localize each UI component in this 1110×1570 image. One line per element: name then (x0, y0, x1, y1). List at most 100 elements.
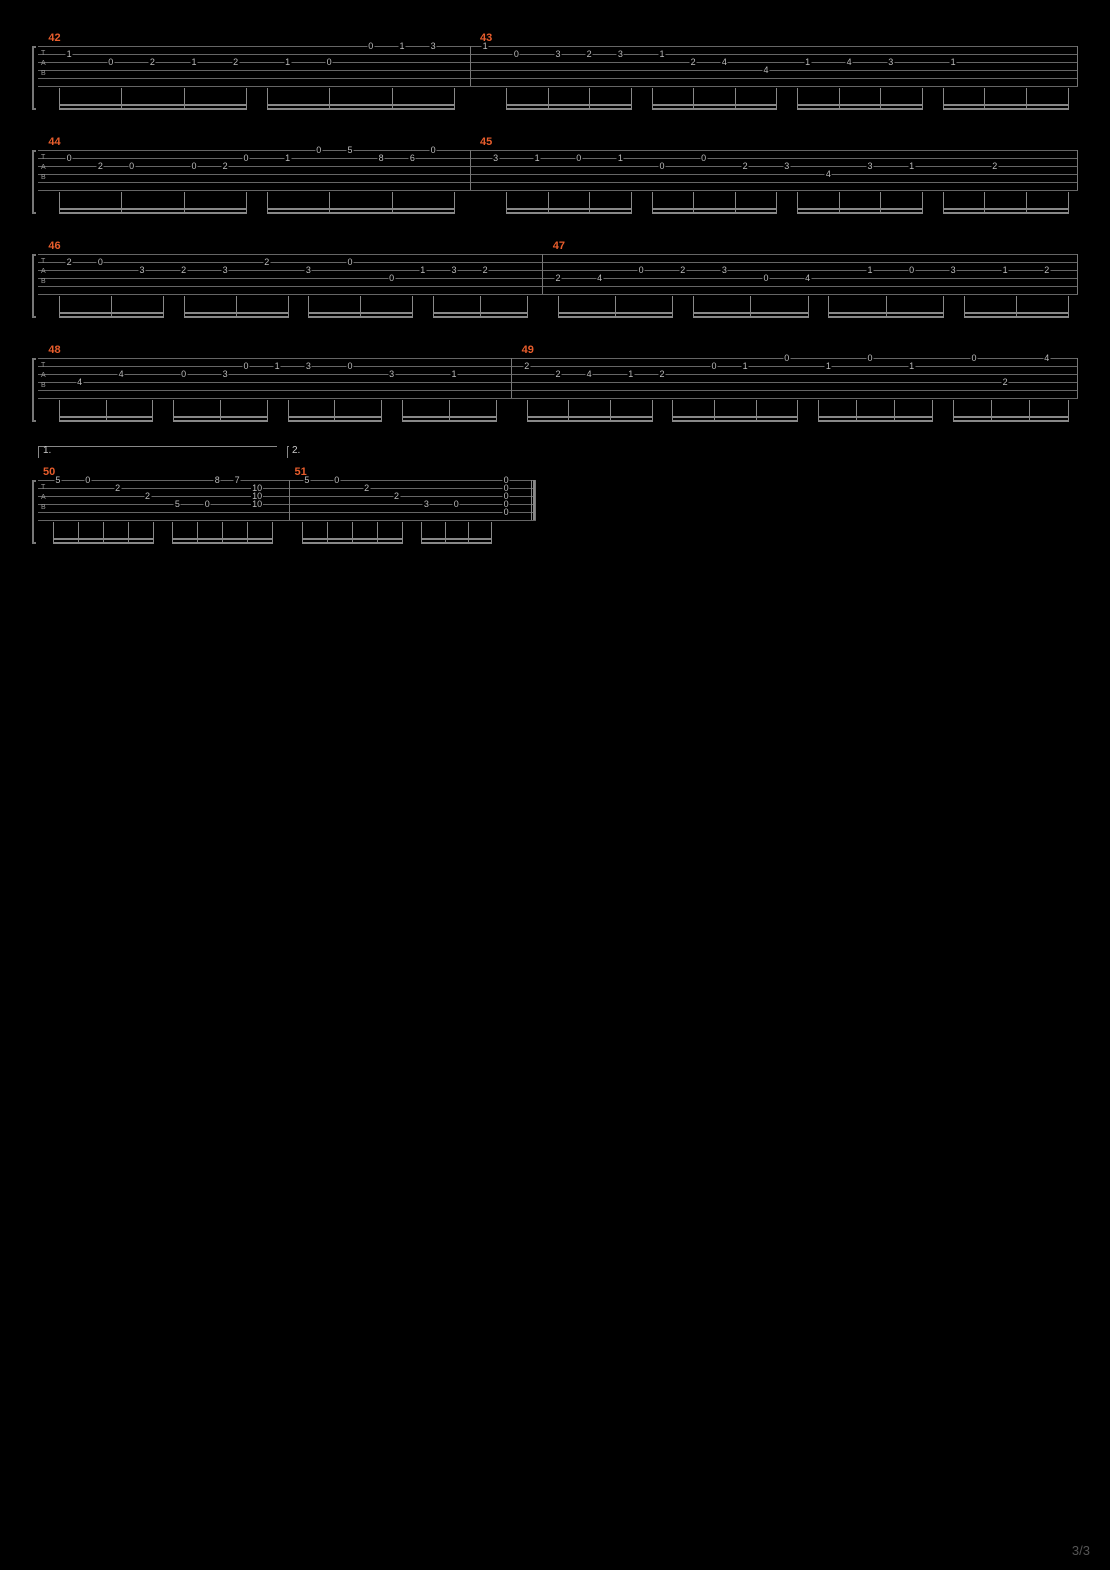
stem (246, 192, 247, 214)
fret-number: 0 (638, 266, 645, 275)
stem (506, 192, 507, 214)
fret-number: 1 (450, 370, 457, 379)
stem (59, 88, 60, 110)
beam (652, 212, 777, 214)
stem (756, 400, 757, 422)
beam (59, 208, 246, 210)
stem (880, 192, 881, 214)
staff-line (38, 294, 1078, 295)
fret-number: 3 (222, 370, 229, 379)
stem (652, 88, 653, 110)
stem (468, 522, 469, 544)
beam-area (38, 296, 1078, 318)
beam-group (797, 88, 922, 110)
beam-group (506, 192, 631, 214)
stem (106, 400, 107, 422)
stem (922, 88, 923, 110)
fret-number: 0 (503, 508, 510, 517)
tab-clef-letter: T (41, 362, 45, 369)
fret-number: 3 (554, 50, 561, 59)
fret-number: 3 (721, 266, 728, 275)
fret-number: 1 (617, 154, 624, 163)
barline (470, 150, 471, 190)
staff-line (38, 190, 1078, 191)
stem (672, 296, 673, 318)
fret-number: 0 (180, 370, 187, 379)
stem (327, 522, 328, 544)
fret-number: 3 (222, 266, 229, 275)
beam (267, 104, 454, 106)
stem (1068, 296, 1069, 318)
fret-number: 0 (513, 50, 520, 59)
stem (615, 296, 616, 318)
stem (527, 296, 528, 318)
tab-staff: TAB421021210013431032312414314 (38, 46, 1078, 86)
beam (943, 104, 1068, 106)
stem (163, 296, 164, 318)
fret-number: 3 (430, 42, 437, 51)
fret-number: 3 (492, 154, 499, 163)
stem (184, 88, 185, 110)
tab-clef-letter: A (41, 494, 46, 501)
fret-number: 0 (430, 146, 437, 155)
staff-line (38, 398, 1078, 399)
stem (496, 400, 497, 422)
fret-number: 1 (804, 58, 811, 67)
stem (818, 400, 819, 422)
beam (506, 104, 631, 106)
stem (152, 400, 153, 422)
stem (1068, 192, 1069, 214)
tab-clef-letter: B (41, 382, 46, 389)
barline (1077, 150, 1078, 190)
beam (652, 104, 777, 106)
beam (527, 420, 652, 422)
stem (797, 192, 798, 214)
fret-number: 0 (97, 258, 104, 267)
beam-group (59, 296, 163, 318)
beam (953, 416, 1067, 418)
staff-line (38, 504, 536, 505)
fret-number: 4 (586, 370, 593, 379)
fret-number: 0 (783, 354, 790, 363)
stem (558, 296, 559, 318)
beam (652, 208, 777, 210)
fret-number: 0 (315, 146, 322, 155)
fret-number: 1 (825, 362, 832, 371)
staff-line (38, 270, 1078, 271)
staff-line (38, 480, 536, 481)
beam (506, 212, 631, 214)
stem (352, 522, 353, 544)
stem (1026, 88, 1027, 110)
fret-number: 1 (398, 42, 405, 51)
fret-number: 7 (234, 476, 241, 485)
staff-bracket (32, 358, 36, 422)
stem (236, 296, 237, 318)
beam-group (173, 400, 267, 422)
stem (480, 296, 481, 318)
fret-number: 0 (84, 476, 91, 485)
fret-number: 3 (950, 266, 957, 275)
fret-number: 0 (326, 58, 333, 67)
bar-number: 45 (480, 136, 492, 148)
tab-system: TAB4844030130314922412010011042 (38, 358, 1078, 422)
stem (302, 522, 303, 544)
beam-group (53, 522, 153, 544)
fret-number: 5 (174, 500, 181, 509)
stem (527, 400, 528, 422)
volta-label: 1. (43, 445, 51, 456)
fret-number: 0 (762, 274, 769, 283)
stem (693, 296, 694, 318)
stem (59, 192, 60, 214)
stem (121, 88, 122, 110)
stem (984, 88, 985, 110)
tab-clef-letter: A (41, 268, 46, 275)
stem (548, 88, 549, 110)
fret-number: 4 (1043, 354, 1050, 363)
stem (943, 192, 944, 214)
fret-number: 0 (190, 162, 197, 171)
fret-number: 2 (97, 162, 104, 171)
fret-number: 2 (658, 370, 665, 379)
tab-clef-letter: B (41, 278, 46, 285)
beam-group (59, 88, 246, 110)
fret-number: 0 (658, 162, 665, 171)
